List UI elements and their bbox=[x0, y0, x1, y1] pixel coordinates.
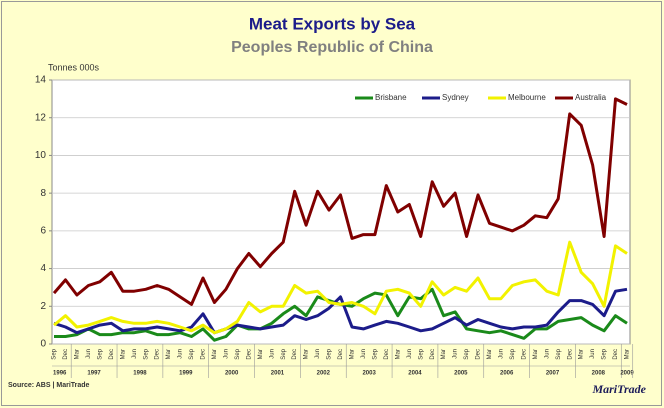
y-tick-label: 0 bbox=[40, 339, 46, 350]
y-tick-label: 6 bbox=[40, 225, 46, 236]
x-tick-label: Dec bbox=[155, 349, 161, 360]
year-label: 2004 bbox=[408, 371, 422, 377]
x-tick-label: Jun bbox=[132, 349, 138, 359]
source: Source: ABS | MariTrade bbox=[8, 382, 90, 389]
year-label: 1996 bbox=[53, 371, 67, 377]
x-tick-label: Jun bbox=[223, 349, 229, 359]
x-tick-label: Sep bbox=[510, 348, 516, 359]
y-tick-label: 8 bbox=[40, 188, 46, 199]
y-tick-label: 4 bbox=[40, 263, 46, 274]
x-tick-label: Sep bbox=[372, 348, 378, 359]
x-tick-label: Mar bbox=[579, 349, 585, 359]
legend-label: Brisbane bbox=[375, 93, 407, 102]
y-axis-label: Tonnes 000s bbox=[48, 62, 100, 72]
x-tick-label: Sep bbox=[52, 348, 58, 359]
year-label: 1997 bbox=[87, 371, 101, 377]
x-tick-label: Dec bbox=[613, 349, 619, 360]
year-label: 2006 bbox=[500, 371, 514, 377]
x-tick-label: Sep bbox=[143, 348, 149, 359]
x-tick-label: Dec bbox=[109, 349, 115, 360]
y-tick-label: 10 bbox=[35, 150, 47, 161]
year-label: 2001 bbox=[271, 371, 285, 377]
x-tick-label: Jun bbox=[315, 349, 321, 359]
year-label: 2009 bbox=[620, 371, 634, 377]
x-tick-label: Mar bbox=[441, 349, 447, 359]
x-tick-label: Jun bbox=[499, 349, 505, 359]
x-tick-label: Dec bbox=[338, 349, 344, 360]
x-tick-label: Jun bbox=[86, 349, 92, 359]
x-tick-label: Sep bbox=[235, 348, 241, 359]
x-tick-label: Mar bbox=[120, 349, 126, 359]
x-tick-label: Dec bbox=[201, 349, 207, 360]
brand: MariTrade bbox=[591, 382, 646, 396]
legend-label: Melbourne bbox=[508, 93, 546, 102]
series-line bbox=[52, 97, 628, 306]
legend-label: Australia bbox=[575, 93, 607, 102]
x-tick-label: Jun bbox=[407, 349, 413, 359]
year-label: 1999 bbox=[179, 371, 193, 377]
x-tick-label: Mar bbox=[258, 349, 264, 359]
x-tick-label: Dec bbox=[476, 349, 482, 360]
legend-label: Sydney bbox=[442, 93, 469, 102]
x-tick-label: Jun bbox=[544, 349, 550, 359]
x-tick-label: Sep bbox=[189, 348, 195, 359]
year-label: 2007 bbox=[546, 371, 560, 377]
year-label: 2000 bbox=[225, 371, 239, 377]
x-tick-label: Dec bbox=[292, 349, 298, 360]
x-tick-label: Sep bbox=[556, 348, 562, 359]
y-tick-label: 12 bbox=[35, 112, 47, 123]
year-label: 1998 bbox=[133, 371, 147, 377]
x-tick-label: Sep bbox=[418, 348, 424, 359]
series-line bbox=[53, 240, 628, 335]
x-tick-label: Jun bbox=[590, 349, 596, 359]
x-tick-label: Jun bbox=[453, 349, 459, 359]
x-tick-label: Jun bbox=[178, 349, 184, 359]
x-tick-label: Mar bbox=[487, 349, 493, 359]
x-tick-label: Mar bbox=[304, 349, 310, 359]
x-tick-label: Sep bbox=[281, 348, 287, 359]
x-tick-label: Sep bbox=[97, 348, 103, 359]
chart-subtitle: Peoples Republic of China bbox=[231, 39, 433, 56]
x-tick-label: Sep bbox=[464, 348, 470, 359]
x-tick-label: Sep bbox=[602, 348, 608, 359]
x-tick-label: Mar bbox=[533, 349, 539, 359]
x-tick-label: Dec bbox=[384, 349, 390, 360]
x-tick-label: Dec bbox=[521, 349, 527, 360]
x-tick-label: Sep bbox=[327, 348, 333, 359]
year-label: 2003 bbox=[362, 371, 376, 377]
y-tick-label: 14 bbox=[35, 75, 47, 86]
x-tick-label: Mar bbox=[350, 349, 356, 359]
year-label: 2008 bbox=[592, 371, 606, 377]
x-tick-label: Mar bbox=[212, 349, 218, 359]
year-label: 2005 bbox=[454, 371, 468, 377]
x-tick-label: Dec bbox=[567, 349, 573, 360]
x-tick-label: Dec bbox=[63, 349, 69, 360]
x-tick-label: Mar bbox=[166, 349, 172, 359]
series-line bbox=[53, 287, 628, 335]
x-tick-label: Dec bbox=[246, 349, 252, 360]
year-label: 2002 bbox=[317, 371, 331, 377]
x-tick-label: Mar bbox=[625, 349, 631, 359]
x-tick-label: Mar bbox=[74, 349, 80, 359]
y-tick-label: 2 bbox=[40, 301, 46, 312]
chart-title: Meat Exports by Sea bbox=[249, 14, 416, 33]
x-tick-label: Mar bbox=[395, 349, 401, 359]
x-tick-label: Dec bbox=[430, 349, 436, 360]
x-tick-label: Jun bbox=[361, 349, 367, 359]
x-tick-label: Jun bbox=[269, 349, 275, 359]
